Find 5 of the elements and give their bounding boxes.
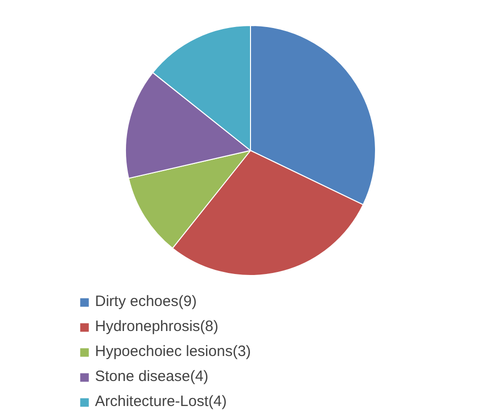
legend-label: Architecture-Lost(4) — [95, 393, 227, 410]
legend-label: Hydronephrosis(8) — [95, 318, 218, 335]
legend-label: Dirty echoes(9) — [95, 293, 197, 310]
legend-label: Stone disease(4) — [95, 368, 208, 385]
legend-label: Hypoechoiec lesions(3) — [95, 343, 251, 360]
